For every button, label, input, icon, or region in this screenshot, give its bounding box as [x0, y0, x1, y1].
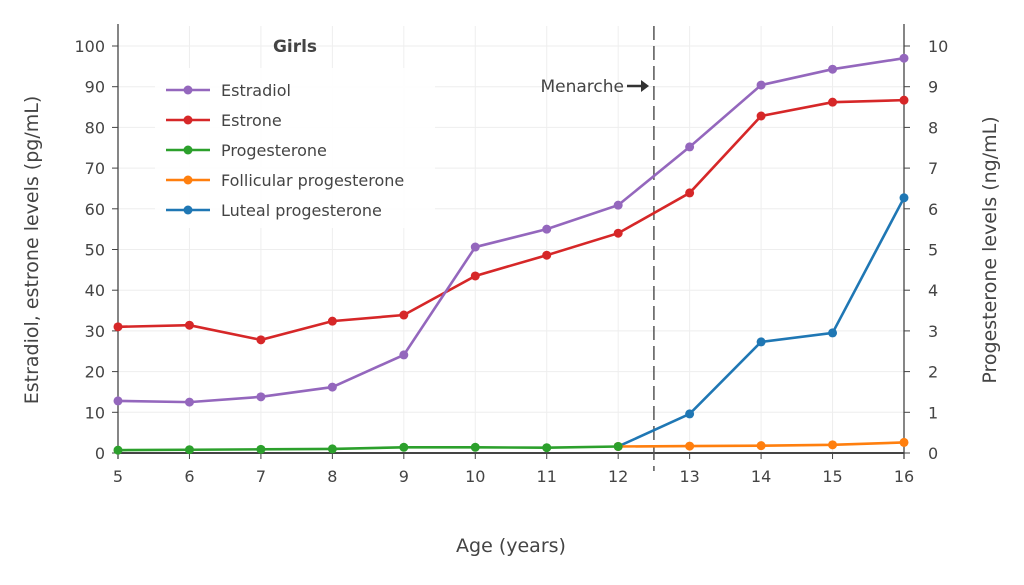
y-axis-label-left: Estradiol, estrone levels (pg/mL): [21, 96, 43, 405]
data-point: [327, 382, 337, 392]
x-tick-label: 5: [113, 467, 123, 486]
data-point: [470, 242, 480, 252]
y-tick-label-left: 30: [85, 322, 105, 341]
series-line-estradiol: [117, 56, 905, 404]
data-point: [327, 444, 337, 454]
x-tick-label: 6: [184, 467, 194, 486]
y-tick-label-left: 20: [85, 363, 105, 382]
x-tick-label: 11: [537, 467, 557, 486]
data-point: [756, 337, 766, 347]
y-tick-label-right: 4: [928, 281, 938, 300]
x-tick-label: 12: [608, 467, 628, 486]
legend-label: Follicular progesterone: [221, 171, 404, 190]
x-tick-label: 10: [465, 467, 485, 486]
data-point: [113, 445, 123, 455]
y-tick-label-left: 60: [85, 200, 105, 219]
data-point: [899, 193, 909, 203]
data-point: [542, 224, 552, 234]
data-point: [685, 441, 695, 451]
series-line-estrone: [117, 98, 905, 342]
data-point: [613, 200, 623, 210]
data-point: [470, 271, 480, 281]
y-tick-label-left: 70: [85, 159, 105, 178]
data-point: [542, 443, 552, 453]
data-point: [256, 392, 266, 402]
menarche-label: Menarche: [540, 77, 624, 97]
legend-label: Estradiol: [221, 81, 291, 100]
y-tick-label-left: 0: [95, 444, 105, 463]
legend-label: Estrone: [221, 111, 282, 130]
y-tick-label-right: 10: [928, 37, 948, 56]
y-tick-label-right: 5: [928, 241, 938, 260]
data-point: [756, 441, 766, 451]
arrow-head-icon: [641, 80, 649, 92]
y-tick-label-right: 1: [928, 403, 938, 422]
data-point: [256, 444, 266, 454]
y-tick-label-right: 2: [928, 363, 938, 382]
data-point: [113, 396, 123, 406]
data-point: [828, 97, 838, 107]
legend-title: Girls: [273, 37, 317, 57]
y-tick-label-left: 50: [85, 241, 105, 260]
y-tick-label-right: 0: [928, 444, 938, 463]
series-layer: [113, 53, 909, 455]
data-point: [756, 111, 766, 121]
y-tick-label-left: 40: [85, 281, 105, 300]
x-tick-label: 16: [894, 467, 914, 486]
axes: 5 6 7 8 9 10 11 12 13 14 15 16010203040506070809010…: [74, 24, 948, 486]
data-point: [899, 53, 909, 63]
y-tick-label-left: 10: [85, 403, 105, 422]
y-tick-label-left: 90: [85, 78, 105, 97]
data-point: [613, 228, 623, 238]
series-line-progesterone: [117, 445, 619, 452]
y-tick-label-right: 6: [928, 200, 938, 219]
legend-marker: [183, 205, 193, 215]
data-point: [399, 310, 409, 320]
data-point: [756, 80, 766, 90]
data-point: [399, 442, 409, 452]
y-tick-label-right: 8: [928, 118, 938, 137]
legend-marker: [183, 175, 193, 185]
data-point: [899, 437, 909, 447]
legend-background: [155, 68, 435, 228]
data-point: [184, 445, 194, 455]
legend-marker: [183, 85, 193, 95]
legend: Estradiol Estrone Progesterone Follicular p…: [155, 68, 435, 228]
x-tick-label: 7: [256, 467, 266, 486]
data-point: [828, 440, 838, 450]
x-axis-label: Age (years): [456, 535, 566, 557]
data-point: [828, 328, 838, 338]
data-point: [542, 250, 552, 260]
data-point: [256, 335, 266, 345]
x-tick-label: 9: [399, 467, 409, 486]
y-tick-label-left: 100: [74, 37, 105, 56]
y-axis-label-right: Progesterone levels (ng/mL): [979, 116, 1001, 383]
data-point: [685, 409, 695, 419]
x-tick-label: 13: [679, 467, 699, 486]
data-point: [685, 188, 695, 198]
legend-marker: [183, 115, 193, 125]
legend-label: Progesterone: [221, 141, 327, 160]
data-point: [184, 320, 194, 330]
x-tick-label: 14: [751, 467, 771, 486]
x-tick-label: 15: [822, 467, 842, 486]
data-point: [327, 316, 337, 326]
data-point: [399, 350, 409, 360]
data-point: [613, 441, 623, 451]
x-tick-label: 8: [327, 467, 337, 486]
y-tick-label-right: 9: [928, 78, 938, 97]
legend-marker: [183, 145, 193, 155]
legend-label: Luteal progesterone: [221, 201, 382, 220]
data-point: [828, 64, 838, 74]
y-tick-label-left: 80: [85, 118, 105, 137]
data-point: [899, 95, 909, 105]
y-tick-label-right: 3: [928, 322, 938, 341]
y-tick-label-right: 7: [928, 159, 938, 178]
data-point: [470, 442, 480, 452]
data-point: [113, 322, 123, 332]
data-point: [685, 142, 695, 152]
data-point: [184, 397, 194, 407]
